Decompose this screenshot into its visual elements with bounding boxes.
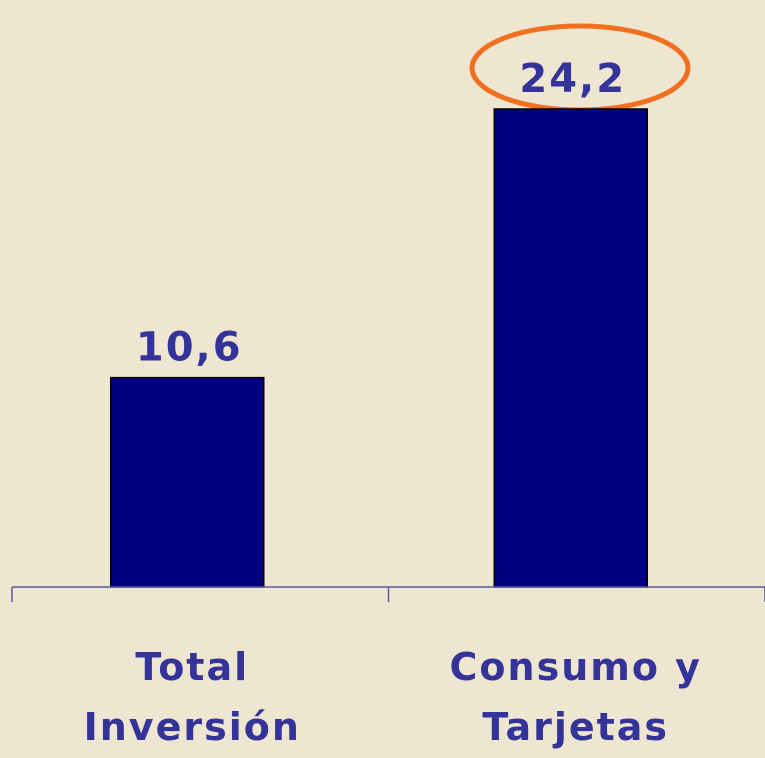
bar <box>493 108 648 588</box>
category-label: Consumo y Tarjetas <box>449 645 702 749</box>
category-label: Total Inversión <box>83 645 301 749</box>
value-label: 24,2 <box>519 56 626 102</box>
value-label: 10,6 <box>136 325 243 371</box>
bar <box>110 376 265 588</box>
